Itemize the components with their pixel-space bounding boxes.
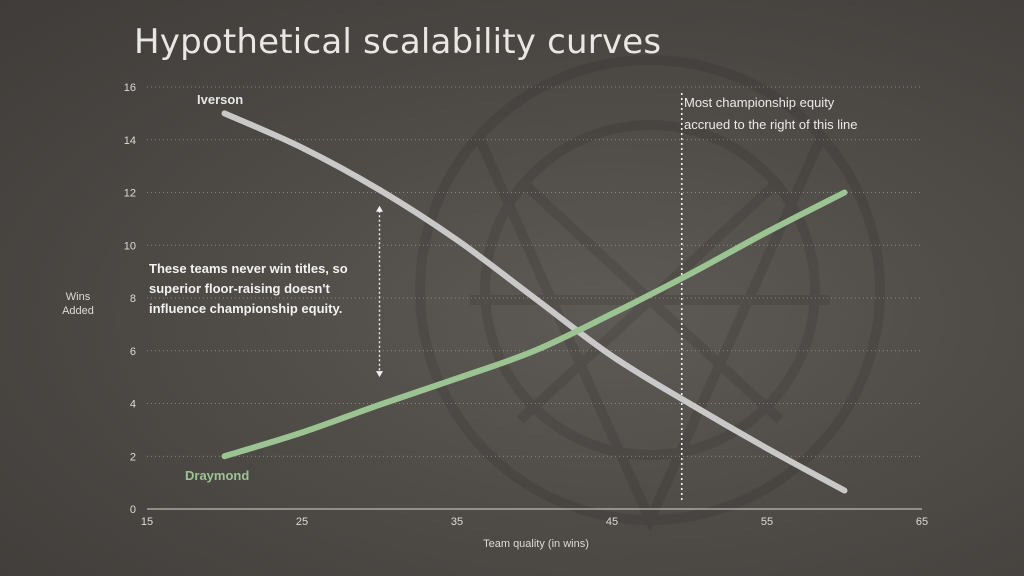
arrow-head-up (376, 205, 383, 212)
annotation-championship-line: accrued to the right of this line (684, 117, 857, 132)
y-tick-label: 16 (124, 82, 136, 94)
y-tick-label: 0 (130, 504, 136, 516)
arrow-head-down (376, 371, 383, 378)
y-tick-label: 12 (124, 188, 136, 200)
x-tick-label: 45 (606, 516, 618, 528)
x-tick-label: 65 (916, 516, 928, 528)
x-tick-label: 25 (296, 516, 308, 528)
annotation-championship-line: Most championship equity (684, 95, 835, 110)
x-tick-label: 55 (761, 516, 773, 528)
x-axis-label: Team quality (in wins) (483, 538, 589, 550)
background-decor (415, 55, 885, 533)
annotation-floor-raising-line: These teams never win titles, so (149, 261, 348, 276)
series-label-iverson: Iverson (197, 92, 243, 107)
series-group: Iverson Draymond (185, 92, 848, 494)
chart-title: Hypothetical scalability curves (134, 22, 662, 62)
series-line-iverson (221, 110, 848, 494)
y-axis: 0 2 4 6 8 10 12 14 16 (124, 82, 136, 516)
annotations: Most championship equity accrued to the r… (149, 95, 857, 316)
y-axis-label-line-2: Added (62, 305, 94, 317)
y-tick-label: 2 (130, 451, 136, 463)
series-line-draymond (221, 189, 848, 460)
y-tick-label: 14 (124, 135, 136, 147)
series-label-draymond: Draymond (185, 468, 249, 483)
x-tick-label: 35 (451, 516, 463, 528)
annotation-floor-raising-line: superior floor-raising doesn't (149, 281, 330, 296)
y-tick-label: 10 (124, 240, 136, 252)
annotation-floor-raising-line: influence championship equity. (149, 301, 342, 316)
x-axis: 15 25 35 45 55 65 (141, 516, 928, 528)
x-tick-label: 15 (141, 516, 153, 528)
y-tick-label: 4 (130, 399, 136, 411)
y-axis-label-line-1: Wins (66, 291, 91, 303)
grid (147, 86, 922, 510)
double-arrow (376, 205, 383, 378)
y-tick-label: 6 (130, 346, 136, 358)
y-tick-label: 8 (130, 293, 136, 305)
